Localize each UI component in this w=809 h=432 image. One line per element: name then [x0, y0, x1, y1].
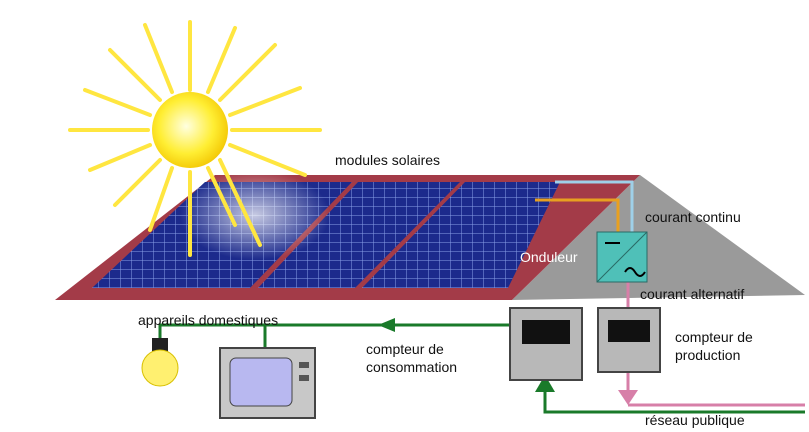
label: courant continu — [645, 209, 741, 225]
label: courant alternatif — [640, 286, 744, 302]
label: modules solaires — [335, 152, 440, 168]
label: Onduleur — [520, 249, 578, 265]
solar-panels — [92, 170, 560, 288]
label: compteur de consommation — [366, 341, 457, 375]
label-line: compteur de — [366, 341, 444, 357]
tv — [220, 348, 315, 418]
solar-diagram: modules solaires courant continu Onduleu… — [0, 0, 809, 432]
label: réseau publique — [645, 412, 745, 428]
label-line: production — [675, 347, 740, 363]
label: appareils domestiques — [138, 312, 278, 328]
label-line: consommation — [366, 359, 457, 375]
label-line: compteur de — [675, 329, 753, 345]
label: compteur de production — [675, 329, 753, 363]
meters — [510, 308, 660, 380]
lamp — [142, 338, 178, 386]
inverter-box — [597, 232, 647, 282]
